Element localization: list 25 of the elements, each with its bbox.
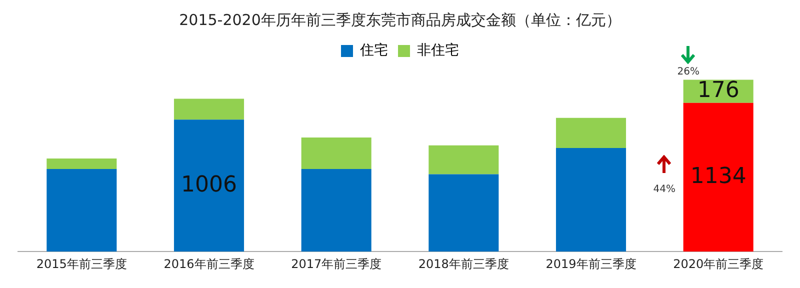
bar: [428, 145, 499, 174]
x-tick-label: 2020年前三季度: [673, 256, 764, 271]
bar: [46, 168, 117, 252]
x-tick-label: 2015年前三季度: [36, 256, 127, 271]
x-tick-label: 2016年前三季度: [164, 256, 254, 271]
data-label: 1006: [181, 172, 237, 198]
data-label: 1134: [690, 164, 746, 189]
chart-title: 2015-2020年历年前三季度东莞市商品房成交金额（单位：亿元）: [179, 10, 621, 29]
bar: [174, 98, 244, 120]
legend-label: 非住宅: [417, 42, 459, 59]
bar: [428, 174, 499, 252]
text: 26%: [677, 66, 700, 78]
legend-label: 住宅: [359, 42, 388, 59]
x-tick-label: 2017年前三季度: [291, 256, 382, 271]
x-tick-label: 2018年前三季度: [418, 256, 509, 271]
bar: [556, 148, 626, 252]
bar: [301, 168, 372, 252]
bar: [301, 138, 372, 169]
data-label: 176: [697, 78, 740, 104]
bar: [683, 102, 754, 252]
bar: [556, 118, 626, 148]
bar: [174, 120, 244, 252]
bar: [46, 158, 117, 169]
annotation: 44%: [653, 184, 676, 195]
x-tick-label: 2019年前三季度: [546, 256, 636, 271]
